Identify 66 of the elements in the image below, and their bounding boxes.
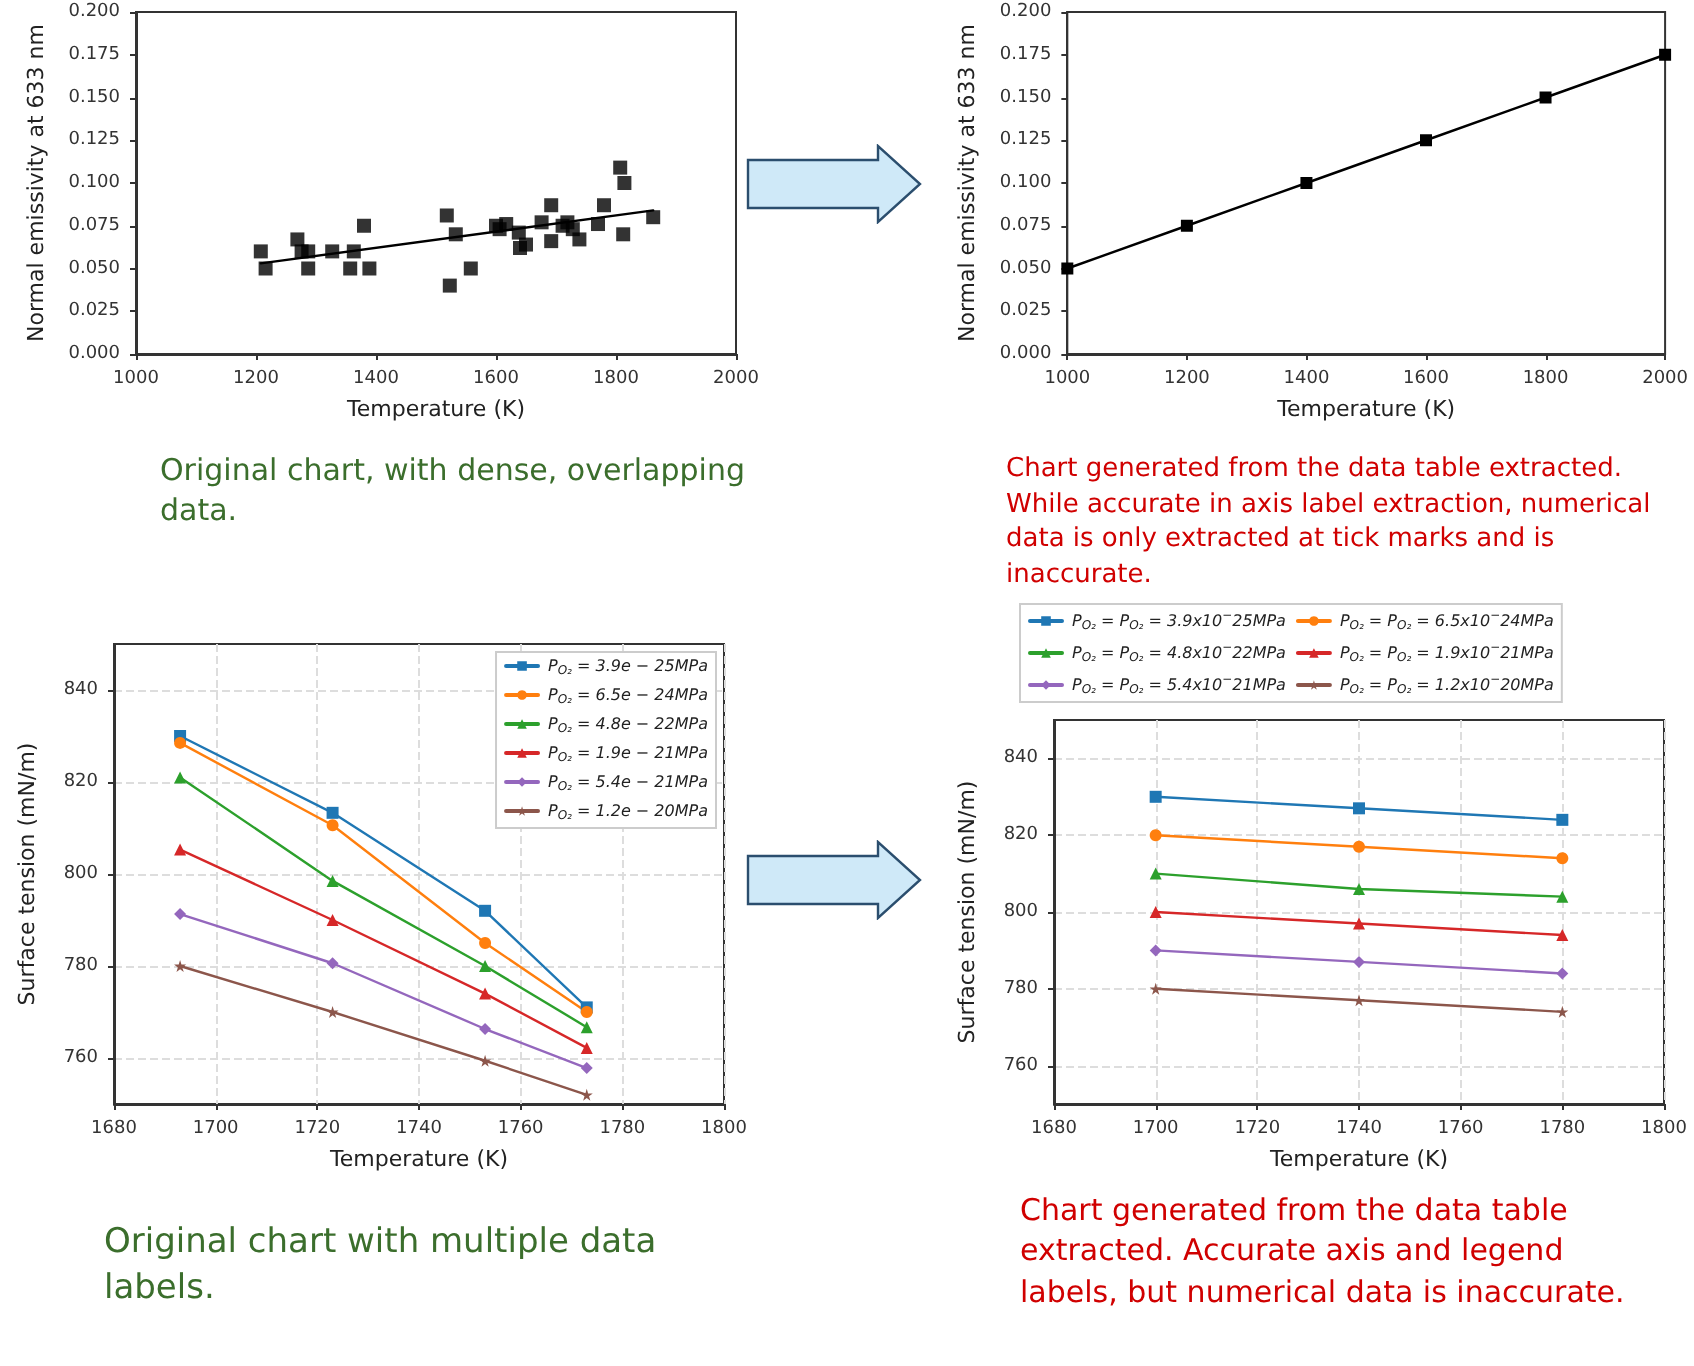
x-tick-label: 1800: [701, 1119, 748, 1139]
y-tick-label: 780: [63, 956, 99, 976]
x-tick-label: 1780: [599, 1119, 646, 1139]
y-tick-label: 840: [63, 680, 99, 700]
x-tick-label: 1680: [1031, 1119, 1078, 1139]
y-tick-label: 0.075: [999, 215, 1052, 236]
x-tick-label: 1200: [1163, 369, 1211, 389]
x-tick-label: 1000: [113, 369, 160, 389]
y-tick-label: 0.050: [68, 258, 121, 279]
x-tick-label: 1680: [91, 1119, 138, 1139]
y-axis-title: Normal emissivity at 633 nm: [954, 24, 980, 342]
x-tick-label: 1800: [1522, 369, 1569, 389]
y-tick-label: 0.200: [68, 2, 121, 22]
x-tick-label: 1700: [1132, 1119, 1180, 1139]
x-axis-title: Temperature (K): [345, 396, 525, 422]
y-tick-label: 0.050: [999, 258, 1052, 279]
y-axis-title: Normal emissivity at 633 nm: [22, 24, 49, 342]
y-tick-label: 0.200: [999, 2, 1052, 22]
x-tick-label: 1740: [1336, 1119, 1383, 1139]
x-tick-label: 1000: [1044, 369, 1091, 389]
y-tick-label: 820: [63, 772, 99, 792]
x-tick-label: 1700: [192, 1119, 240, 1139]
y-tick-label: 760: [1003, 1055, 1039, 1076]
x-tick-label: 1800: [593, 369, 640, 389]
x-tick-label: 1720: [1234, 1119, 1281, 1139]
x-axis-title: Temperature (K): [1275, 396, 1456, 422]
y-axis-title: Surface tension (mN/m): [14, 742, 40, 1006]
x-tick-label: 1400: [353, 369, 400, 389]
y-tick-label: 0.000: [999, 344, 1052, 364]
x-axis-title: Temperature (K): [1268, 1146, 1448, 1172]
x-tick-label: 2000: [1642, 369, 1689, 389]
y-tick-label: 0.150: [999, 87, 1052, 108]
y-tick-label: 800: [1003, 902, 1039, 922]
y-tick-label: 760: [63, 1048, 99, 1068]
x-tick-label: 1800: [1641, 1119, 1688, 1139]
text: Chart generated from the data table extracted. While accurate in axis label extraction, numerical data is only extracted at tick marks and is inaccurate.: [1006, 452, 1653, 593]
x-tick-label: 1600: [1403, 369, 1450, 389]
x-tick-label: 1200: [233, 369, 280, 389]
text: Original chart with multiple data labels.: [104, 1220, 659, 1312]
y-tick-label: 780: [1003, 978, 1039, 999]
text: Original chart, with dense, overlapping data.: [160, 450, 747, 531]
y-tick-label: 0.100: [999, 173, 1052, 193]
y-tick-label: 0.125: [999, 130, 1052, 151]
y-tick-label: 0.025: [999, 301, 1052, 322]
x-tick-label: 1400: [1283, 369, 1330, 389]
x-tick-label: 1600: [473, 369, 520, 389]
y-axis-title: Surface tension (mN/m): [954, 780, 980, 1044]
y-tick-label: 0.125: [68, 130, 120, 151]
y-tick-label: 0.175: [68, 44, 120, 65]
x-tick-label: 1740: [396, 1119, 443, 1139]
x-axis-title: Temperature (K): [328, 1146, 508, 1172]
y-tick-label: 800: [63, 864, 99, 884]
y-tick-label: 840: [1003, 748, 1039, 769]
y-tick-label: 0.025: [68, 301, 120, 322]
x-tick-label: 1720: [294, 1119, 341, 1139]
y-tick-label: 0.175: [999, 44, 1052, 65]
x-tick-label: 1760: [497, 1119, 545, 1139]
text: Chart generated from the data table extracted. Accurate axis and legend labels, but numerical data is inaccurate.: [1020, 1190, 1627, 1312]
x-tick-label: 1780: [1539, 1119, 1586, 1139]
y-tick-label: 820: [1003, 825, 1039, 846]
x-tick-label: 1760: [1437, 1119, 1485, 1139]
y-tick-label: 0.100: [68, 173, 121, 193]
y-tick-label: 0.075: [68, 215, 120, 236]
y-tick-label: 0.150: [68, 87, 121, 108]
y-tick-label: 0.000: [68, 344, 121, 364]
x-tick-label: 2000: [713, 369, 760, 389]
